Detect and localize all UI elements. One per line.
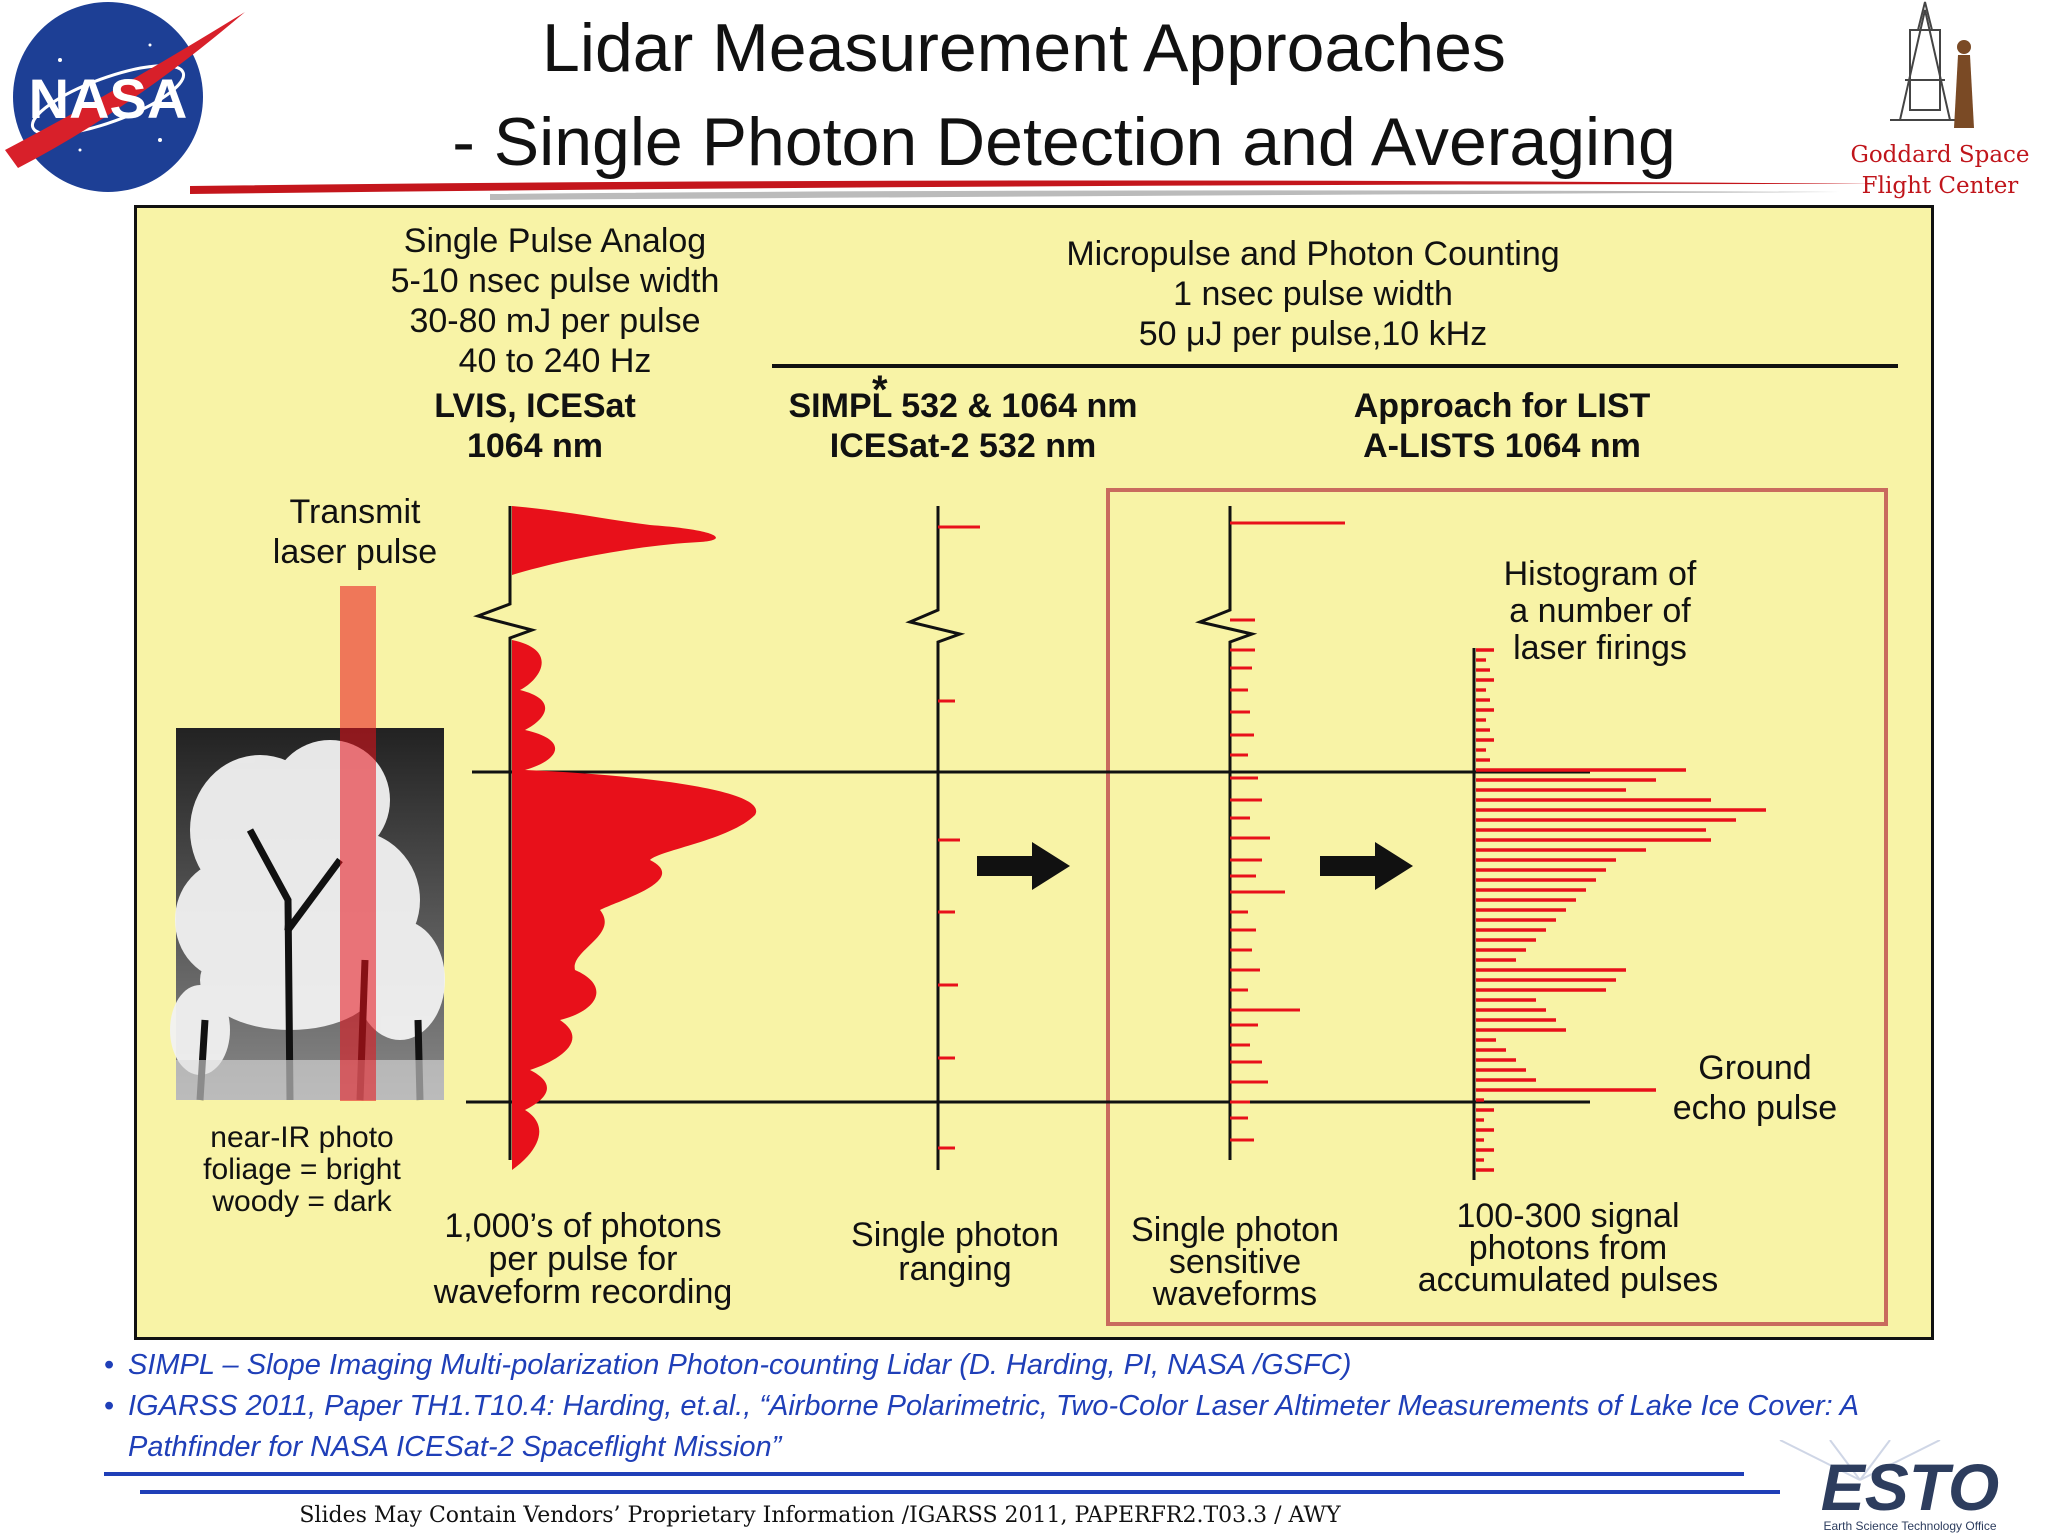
micropulse-header: Micropulse and Photon Counting 1 nsec pul… <box>1066 235 1560 353</box>
sensitive-caption: Single photon sensitive waveforms <box>1131 1211 1339 1313</box>
page-title: Lidar Measurement Approaches <box>542 10 1506 86</box>
ground-echo-label: Ground echo pulse <box>1672 1049 1838 1127</box>
list-system-label: Approach for LIST A-LISTS 1064 nm <box>1353 387 1651 465</box>
return-waveform <box>512 640 757 1170</box>
arrow-right-icon-2 <box>1320 842 1413 890</box>
photo-caption: near-IR photo foliage = bright woody = da… <box>203 1121 401 1218</box>
nasa-logo: NASA <box>5 2 245 192</box>
esto-logo-subtitle: Earth Science Technology Office <box>1824 1519 1997 1533</box>
analog-system-label: LVIS, ICESat 1064 nm <box>434 387 636 465</box>
histogram-label: Histogram of a number of laser firings <box>1503 555 1697 667</box>
title-underline-swoosh <box>190 180 1880 200</box>
ranging-photon-ticks <box>938 525 980 1150</box>
esto-logo: ESTO Earth Science Technology Office <box>1779 1440 2000 1533</box>
ranging-caption: Single photon ranging <box>851 1216 1059 1288</box>
nasa-logo-text: NASA <box>29 67 188 130</box>
page-subtitle: - Single Photon Detection and Averaging <box>452 104 1676 180</box>
simpl-asterisk: * <box>872 368 888 412</box>
analog-header: Single Pulse Analog 5-10 nsec pulse width… <box>390 222 720 380</box>
histogram-caption: 100-300 signal photons from accumulated p… <box>1417 1197 1719 1299</box>
gsfc-label-line1: Goddard Space <box>1850 142 2030 168</box>
transmit-beam <box>340 586 376 1101</box>
list-approach-frame <box>1106 488 1888 1326</box>
footer-text: Slides May Contain Vendors’ Proprietary … <box>299 1503 1341 1528</box>
esto-logo-text: ESTO <box>1821 1450 2000 1524</box>
transmit-label: Transmit laser pulse <box>272 493 438 571</box>
sensitive-photon-ticks <box>1230 521 1345 1142</box>
transmit-pulse-waveform <box>512 506 716 575</box>
simpl-system-label: SIMPL 532 & 1064 nm ICESat-2 532 nm <box>788 387 1138 465</box>
arrow-right-icon <box>977 842 1070 890</box>
histogram-bars <box>1476 648 1766 1172</box>
citation-igarss: • IGARSS 2011, Paper TH1.T10.4: Harding, … <box>104 1390 1860 1422</box>
gsfc-label-line2: Flight Center <box>1861 173 2019 199</box>
citation-igarss-cont: Pathfinder for NASA ICESat-2 Spaceflight… <box>128 1431 782 1463</box>
goddard-rocket-logo <box>1890 1 1974 128</box>
sensitive-waveform-axis <box>1194 506 1258 1160</box>
waveform-caption: 1,000’s of photons per pulse for waveform… <box>433 1207 733 1311</box>
citation-simpl: • SIMPL – Slope Imaging Multi-polarizatio… <box>104 1349 1352 1381</box>
ranging-axis <box>905 506 966 1170</box>
analog-waveform-axis <box>473 506 538 1160</box>
footer-rule-1 <box>104 1472 1744 1476</box>
footer-rule-2 <box>140 1490 1780 1494</box>
